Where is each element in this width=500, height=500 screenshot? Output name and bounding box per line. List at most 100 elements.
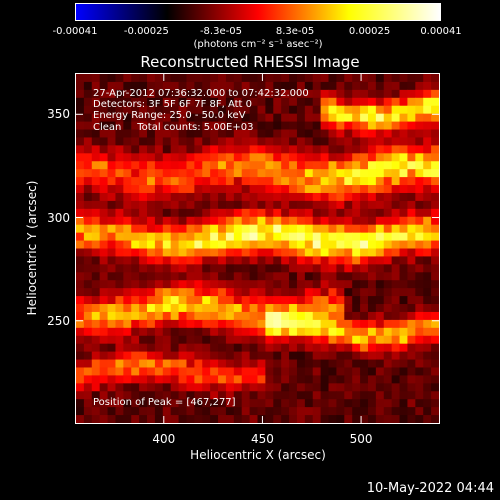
heatmap-cell: [304, 415, 314, 423]
heatmap-cell: [265, 311, 274, 321]
heatmap-cell: [76, 74, 85, 83]
heatmap-cell: [360, 137, 369, 146]
heatmap-cell: [265, 240, 274, 250]
heatmap-cell: [210, 224, 219, 234]
heatmap-cell: [218, 177, 227, 186]
heatmap-cell: [407, 343, 416, 353]
heatmap-cell: [431, 335, 439, 345]
heatmap-cell: [194, 137, 203, 146]
heatmap-cell: [281, 359, 290, 369]
heatmap-cell: [415, 311, 424, 321]
heatmap-cell: [123, 296, 132, 305]
heatmap-cell: [289, 192, 298, 202]
colorbar-tick-label: -0.00041: [52, 26, 98, 37]
heatmap-cell: [344, 311, 353, 321]
heatmap-cell: [415, 113, 424, 123]
heatmap-cell: [154, 335, 164, 345]
heatmap-cell: [328, 97, 338, 107]
heatmap-cell: [115, 319, 124, 329]
heatmap-cell: [375, 248, 385, 258]
heatmap-cell: [344, 383, 353, 392]
heatmap-cell: [99, 113, 109, 123]
heatmap-cell: [147, 383, 156, 392]
heatmap-cell: [304, 319, 314, 329]
heatmap-cell: [265, 185, 274, 194]
heatmap-cell: [391, 185, 401, 194]
heatmap-cell: [344, 200, 353, 210]
heatmap-cell: [407, 383, 416, 392]
heatmap-cell: [194, 97, 203, 107]
heatmap-cell: [139, 224, 148, 234]
heatmap-cell: [194, 319, 203, 329]
heatmap-cell: [178, 177, 188, 186]
heatmap-cell: [281, 113, 290, 123]
heatmap-cell: [139, 280, 148, 289]
heatmap-cell: [170, 105, 180, 115]
heatmap-cell: [99, 407, 109, 416]
heatmap-cell: [162, 407, 172, 416]
heatmap-cell: [233, 74, 243, 83]
heatmap-cell: [83, 185, 93, 194]
heatmap-cell: [352, 351, 361, 361]
heatmap-cell: [296, 200, 306, 210]
heatmap-cell: [186, 192, 195, 202]
heatmap-cell: [336, 121, 345, 131]
heatmap-cell: [423, 185, 432, 194]
heatmap-cell: [281, 240, 290, 250]
heatmap-cell: [147, 200, 156, 210]
heatmap-cell: [186, 272, 195, 281]
heatmap-cell: [344, 351, 353, 361]
heatmap-cell: [312, 399, 322, 408]
heatmap-cell: [249, 129, 259, 139]
heatmap-cell: [360, 383, 369, 392]
heatmap-cell: [147, 343, 156, 353]
heatmap-cell: [367, 74, 377, 83]
heatmap-cell: [296, 137, 306, 146]
heatmap-cell: [154, 224, 164, 234]
heatmap-cell: [415, 367, 424, 377]
heatmap-cell: [320, 97, 330, 107]
heatmap-cell: [391, 343, 401, 353]
heatmap-cell: [265, 367, 274, 377]
heatmap-cell: [391, 89, 401, 99]
heatmap-cell: [186, 415, 195, 423]
heatmap-cell: [83, 145, 93, 154]
heatmap-cell: [312, 248, 322, 258]
heatmap-cell: [233, 415, 243, 423]
heatmap-cell: [218, 375, 227, 384]
heatmap-cell: [131, 327, 140, 337]
heatmap-cell: [83, 343, 93, 353]
heatmap-cell: [91, 97, 101, 107]
heatmap-cell: [296, 81, 306, 91]
heatmap-cell: [320, 161, 330, 170]
heatmap-cell: [91, 407, 101, 416]
heatmap-cell: [76, 351, 85, 361]
heatmap-cell: [241, 311, 251, 321]
heatmap-cell: [273, 335, 282, 345]
heatmap-cell: [304, 311, 314, 321]
heatmap-cell: [233, 153, 243, 162]
heatmap-cell: [367, 391, 377, 400]
heatmap-cell: [273, 288, 282, 297]
heatmap-cell: [367, 280, 377, 289]
heatmap-cell: [360, 185, 369, 194]
heatmap-cell: [423, 153, 432, 162]
heatmap-cell: [407, 256, 416, 265]
heatmap-cell: [375, 137, 385, 146]
heatmap-cell: [162, 161, 172, 170]
heatmap-cell: [281, 272, 290, 281]
heatmap-cell: [202, 343, 211, 353]
heatmap-cell: [304, 113, 314, 123]
heatmap-cell: [233, 232, 243, 242]
heatmap-cell: [131, 89, 140, 99]
heatmap-cell: [296, 351, 306, 361]
heatmap-cell: [312, 145, 322, 154]
heatmap-cell: [367, 319, 377, 329]
heatmap-cell: [115, 311, 124, 321]
heatmap-cell: [399, 399, 409, 408]
heatmap-cell: [210, 367, 219, 377]
heatmap-cell: [139, 399, 148, 408]
heatmap-cell: [170, 407, 180, 416]
heatmap-cell: [360, 351, 369, 361]
heatmap-cell: [123, 97, 132, 107]
